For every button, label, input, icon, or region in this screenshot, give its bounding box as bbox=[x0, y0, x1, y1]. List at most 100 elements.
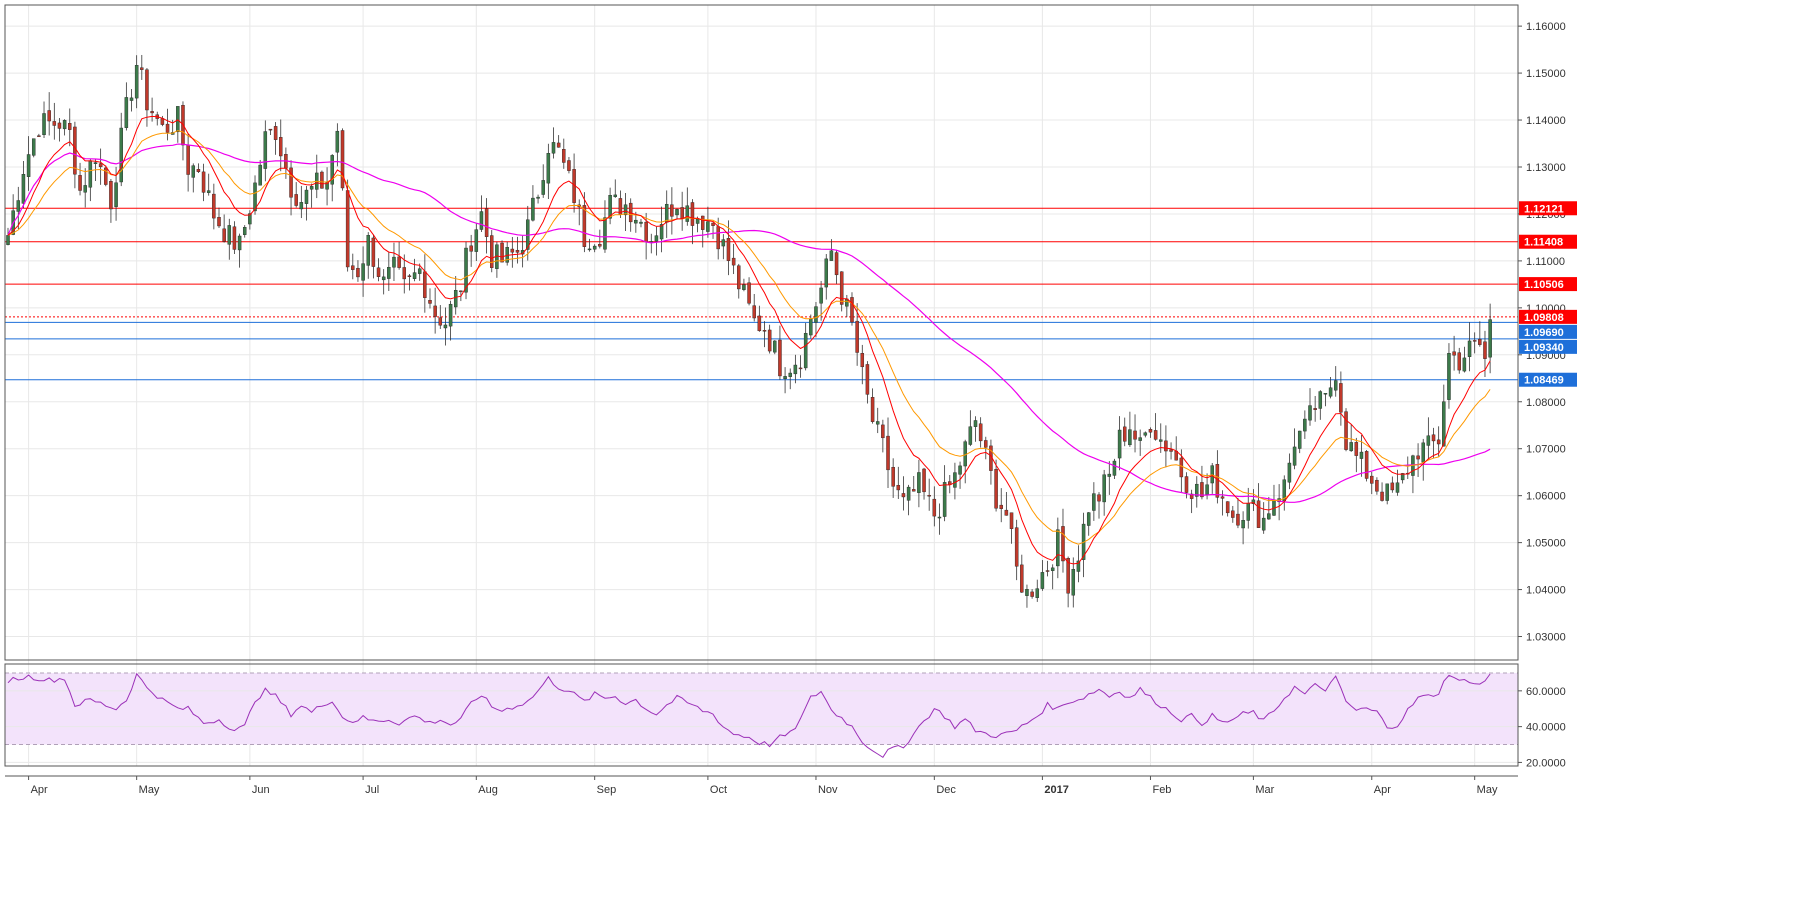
candle-body bbox=[541, 180, 545, 195]
candle-body bbox=[546, 153, 551, 184]
ema-slow-line bbox=[7, 130, 1491, 545]
candle-body bbox=[901, 493, 906, 498]
candle-body bbox=[1179, 457, 1184, 478]
candle-body bbox=[201, 171, 206, 193]
ema-fast-line bbox=[7, 115, 1491, 565]
candle-body bbox=[474, 229, 479, 252]
candle-body bbox=[942, 482, 947, 517]
candle-body bbox=[680, 207, 684, 219]
candle-body bbox=[1246, 503, 1250, 521]
candle-body bbox=[206, 190, 211, 193]
candle-body bbox=[886, 435, 890, 471]
price-tick-label: 1.04000 bbox=[1526, 585, 1566, 597]
level-label: 1.12121 bbox=[1524, 203, 1564, 215]
price-tick-label: 1.14000 bbox=[1526, 115, 1566, 127]
level-label-box bbox=[1519, 372, 1577, 387]
candle-body bbox=[1076, 560, 1081, 572]
candle-body bbox=[1416, 455, 1420, 460]
candle-body bbox=[1261, 517, 1266, 531]
candle-body bbox=[706, 221, 710, 232]
candle-body bbox=[850, 297, 854, 323]
candle-body bbox=[716, 226, 720, 250]
candle-body bbox=[98, 163, 103, 168]
candle-body bbox=[345, 190, 350, 268]
candle-body bbox=[906, 486, 911, 501]
time-tick-label: Jul bbox=[365, 784, 379, 796]
candle-body bbox=[237, 235, 242, 251]
candle-body bbox=[896, 485, 901, 491]
candle-body bbox=[1287, 462, 1292, 483]
candle-body bbox=[1421, 442, 1425, 463]
candle-body bbox=[1009, 512, 1014, 529]
candle-body bbox=[1138, 437, 1142, 441]
candle-body bbox=[114, 182, 118, 207]
candle-body bbox=[304, 189, 309, 204]
candle-body bbox=[325, 182, 329, 190]
candle-body bbox=[1210, 465, 1214, 484]
candle-body bbox=[433, 305, 437, 317]
horizontal-levels bbox=[5, 207, 1518, 381]
candle-body bbox=[510, 248, 515, 253]
candle-body bbox=[855, 320, 859, 353]
candle-body bbox=[1431, 434, 1436, 442]
candle-body bbox=[417, 268, 422, 274]
candle-body bbox=[1195, 483, 1199, 497]
price-tick-label: 1.11000 bbox=[1526, 256, 1565, 268]
candle-body bbox=[412, 272, 417, 279]
candle-body bbox=[1267, 513, 1271, 520]
candle-body bbox=[309, 186, 314, 190]
candlestick-series bbox=[6, 54, 1492, 608]
candle-body bbox=[562, 149, 566, 163]
candle-body bbox=[531, 197, 535, 221]
candle-body bbox=[124, 97, 129, 128]
candle-body bbox=[73, 126, 77, 175]
candle-body bbox=[644, 221, 648, 243]
price-tick-label: 1.03000 bbox=[1526, 632, 1566, 644]
candle-body bbox=[1256, 500, 1261, 528]
candle-body bbox=[1014, 527, 1019, 567]
candle-body bbox=[814, 306, 818, 323]
price-tick-label: 1.05000 bbox=[1526, 538, 1566, 550]
level-label: 1.09690 bbox=[1524, 327, 1564, 339]
candle-body bbox=[932, 498, 937, 517]
candle-body bbox=[881, 424, 885, 439]
candle-body bbox=[1030, 591, 1034, 597]
candle-body bbox=[598, 244, 602, 247]
candle-body bbox=[289, 167, 293, 198]
candle-body bbox=[762, 330, 767, 332]
candle-body bbox=[1457, 352, 1461, 371]
candle-body bbox=[351, 265, 355, 270]
rsi-pane bbox=[5, 672, 1518, 763]
candle-body bbox=[870, 397, 875, 422]
candle-body bbox=[937, 516, 942, 519]
candle-body bbox=[767, 329, 772, 352]
candle-body bbox=[160, 118, 165, 125]
candle-body bbox=[134, 65, 139, 99]
candle-body bbox=[217, 217, 221, 227]
candle-body bbox=[361, 263, 365, 281]
price-tick-label: 1.15000 bbox=[1526, 68, 1566, 80]
candle-body bbox=[984, 440, 988, 448]
candle-body bbox=[273, 126, 278, 140]
moving-averages bbox=[7, 115, 1491, 565]
candle-body bbox=[299, 202, 304, 210]
candle-body bbox=[737, 265, 741, 290]
candle-body bbox=[1488, 319, 1492, 358]
candle-body bbox=[1184, 476, 1189, 493]
candle-body bbox=[1349, 442, 1353, 452]
candle-body bbox=[824, 258, 828, 288]
candle-body bbox=[1133, 430, 1137, 440]
price-tick-label: 1.07000 bbox=[1526, 444, 1566, 456]
candle-body bbox=[294, 194, 298, 206]
candle-body bbox=[922, 468, 926, 493]
level-label: 1.10506 bbox=[1524, 279, 1564, 291]
candle-body bbox=[279, 137, 283, 157]
candle-body bbox=[1045, 570, 1050, 572]
candle-body bbox=[968, 426, 973, 445]
candle-body bbox=[917, 472, 921, 493]
candle-body bbox=[26, 154, 31, 177]
candle-body bbox=[1004, 509, 1009, 516]
